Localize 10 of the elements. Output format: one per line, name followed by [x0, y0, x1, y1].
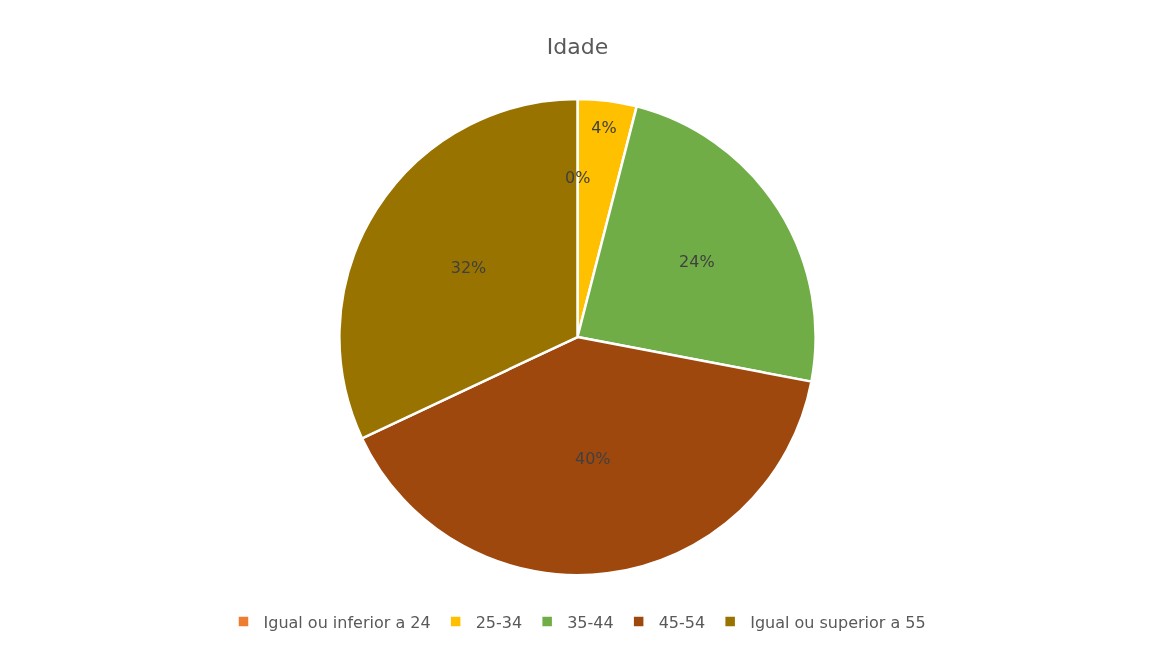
data-label: 32%	[450, 258, 487, 278]
data-label: 24%	[679, 251, 715, 271]
legend-label: Igual ou superior a 55	[750, 612, 926, 632]
legend-label: 45-54	[658, 612, 706, 632]
legend-label: Igual ou inferior a 24	[263, 612, 431, 632]
data-label: 40%	[575, 448, 611, 468]
chart-title: Idade	[546, 33, 609, 59]
legend-label: 25-34	[475, 612, 523, 632]
data-label: 4%	[591, 117, 617, 137]
legend-label: 35-44	[567, 612, 614, 632]
